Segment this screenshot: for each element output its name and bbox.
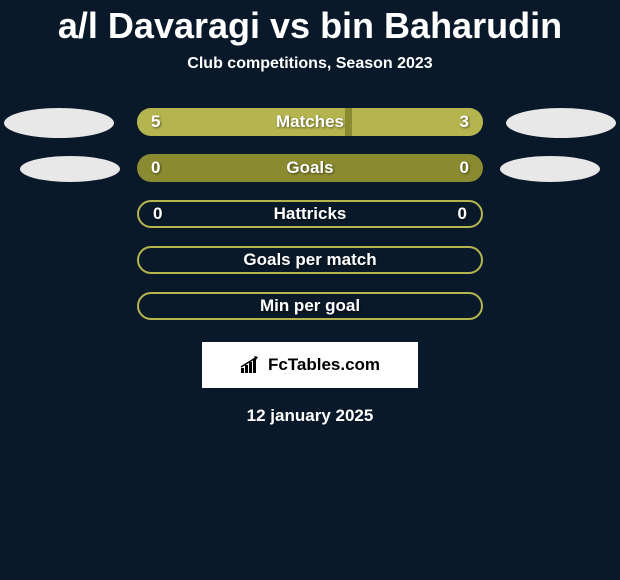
stat-left-value: 5 [151,112,160,132]
stat-label: Matches [276,112,344,132]
player-right-avatar-1 [506,108,616,138]
stat-label: Hattricks [274,204,347,224]
stat-right-value: 0 [458,204,467,224]
stat-left-value: 0 [153,204,162,224]
player-right-avatar-2 [500,156,600,182]
stat-label: Goals [286,158,333,178]
stat-bar: 5 Matches 3 [137,108,483,136]
date: 12 january 2025 [0,406,620,426]
player-left-avatar-2 [20,156,120,182]
stat-right-value: 0 [460,158,469,178]
logo-box[interactable]: FcTables.com [202,342,418,388]
stats-area: 5 Matches 3 0 Goals 0 0 Hattricks 0 Goals per mat… [0,108,620,320]
page-title: a/l Davaragi vs bin Baharudin [0,5,620,47]
bar-chart-icon [240,356,262,374]
comparison-widget: a/l Davaragi vs bin Baharudin Club compe… [0,0,620,426]
stat-bar: 0 Goals 0 [137,154,483,182]
subtitle: Club competitions, Season 2023 [0,55,620,73]
stat-bars: 5 Matches 3 0 Goals 0 0 Hattricks 0 Goals per mat… [137,108,483,320]
stat-bar: Min per goal [137,292,483,320]
stat-left-value: 0 [151,158,160,178]
player-left-avatar-1 [4,108,114,138]
stat-bar: Goals per match [137,246,483,274]
stat-right-value: 3 [460,112,469,132]
stat-label: Goals per match [243,250,376,270]
logo-text: FcTables.com [268,355,380,375]
stat-bar: 0 Hattricks 0 [137,200,483,228]
stat-label: Min per goal [260,296,360,316]
